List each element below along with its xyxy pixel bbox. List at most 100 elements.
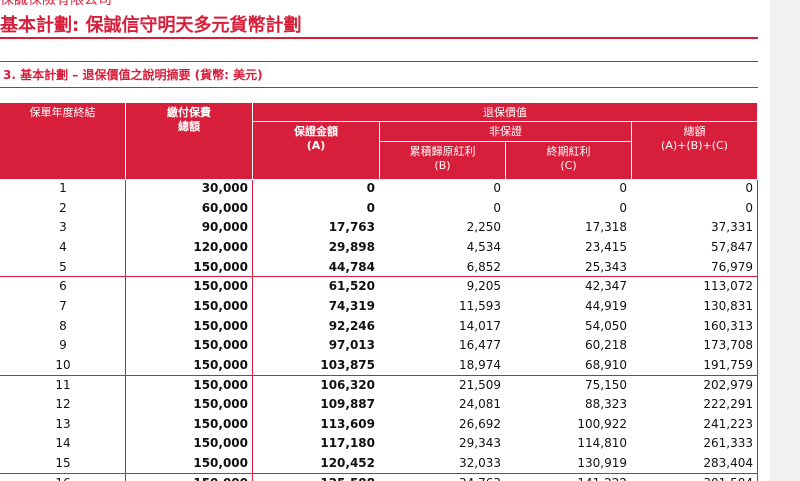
value-cell: 150,000 xyxy=(193,397,248,412)
value-cell: 44,919 xyxy=(585,298,627,313)
value-cell: 106,320 xyxy=(320,377,375,392)
year-cell: 3 xyxy=(59,220,67,235)
header-non-guaranteed: 非保證 xyxy=(380,122,632,142)
year-cell: 11 xyxy=(55,377,71,392)
value-cell: 97,013 xyxy=(328,338,375,353)
header-guaranteed-line: 保證金額 xyxy=(294,125,338,138)
value-cell: 103,875 xyxy=(320,357,375,372)
value-cell: 37,331 xyxy=(711,220,753,235)
group-rule xyxy=(0,276,758,278)
header-reversionary-line: (B) xyxy=(434,159,451,172)
section-rule xyxy=(0,61,758,62)
header-premium-line: 繳付保費 xyxy=(167,106,211,119)
year-cell: 14 xyxy=(55,436,71,451)
value-cell: 150,000 xyxy=(193,436,248,451)
value-cell: 32,033 xyxy=(459,456,501,471)
value-cell: 11,593 xyxy=(459,298,501,313)
value-cell: 74,319 xyxy=(328,298,375,313)
value-cell: 68,910 xyxy=(585,357,627,372)
section-rule xyxy=(0,87,758,88)
value-cell: 117,180 xyxy=(320,436,375,451)
value-cell: 0 xyxy=(366,200,375,215)
value-cell: 100,922 xyxy=(577,416,627,431)
value-cell: 120,452 xyxy=(320,456,375,471)
value-cell: 160,313 xyxy=(703,318,753,333)
value-cell: 150,000 xyxy=(193,279,248,294)
year-cell: 15 xyxy=(55,456,71,471)
year-cell: 2 xyxy=(59,200,67,215)
value-cell: 0 xyxy=(493,181,501,195)
value-cell: 130,919 xyxy=(577,456,627,471)
value-cell: 34,763 xyxy=(380,474,501,481)
value-cell: 0 xyxy=(619,181,627,195)
value-cell: 0 xyxy=(493,200,501,215)
header-terminal-line: 終期紅利 xyxy=(546,145,591,158)
group-rule xyxy=(0,374,758,376)
header-surrender-line: 退保價值 xyxy=(483,106,527,119)
scrollbar[interactable] xyxy=(770,0,800,481)
value-cell: 54,050 xyxy=(585,318,627,333)
value-cell: 18,974 xyxy=(459,357,501,372)
year-cell: 4 xyxy=(59,239,67,254)
value-cell: 130,831 xyxy=(703,298,753,313)
value-cell: 14,017 xyxy=(459,318,501,333)
value-cell: 88,323 xyxy=(585,397,627,412)
header-total-line: (A)+(B)+(C) xyxy=(661,139,728,152)
value-cell: 61,520 xyxy=(328,279,375,294)
value-cell: 75,150 xyxy=(585,377,627,392)
value-cell: 113,609 xyxy=(320,416,375,431)
header-premium-line: 總額 xyxy=(178,120,200,133)
header-reversionary: 累積歸原紅利 (B) xyxy=(380,142,506,180)
header-non-guaranteed-line: 非保證 xyxy=(489,125,522,138)
value-cell: 0 xyxy=(366,181,375,195)
value-cell: 29,343 xyxy=(459,436,501,451)
header-reversionary-line: 累積歸原紅利 xyxy=(409,145,476,158)
value-cell: 92,246 xyxy=(328,318,375,333)
value-cell: 150,000 xyxy=(193,357,248,372)
group-rule xyxy=(0,472,758,474)
value-cell: 16,477 xyxy=(459,338,501,353)
value-cell: 76,979 xyxy=(711,259,753,274)
header-terminal: 終期紅利 (C) xyxy=(506,142,632,180)
value-cell: 44,784 xyxy=(328,259,375,274)
value-cell: 222,291 xyxy=(703,397,753,412)
value-cell: 2,250 xyxy=(466,220,501,235)
value-cell: 261,333 xyxy=(703,436,753,451)
value-cell: 4,534 xyxy=(466,239,501,254)
column-rule xyxy=(252,180,253,481)
value-cell: 29,898 xyxy=(328,239,375,254)
value-cell: 9,205 xyxy=(466,279,501,294)
year-cell: 1 xyxy=(59,181,67,195)
value-cell: 90,000 xyxy=(201,220,248,235)
value-cell: 150,000 xyxy=(193,416,248,431)
header-terminal-line: (C) xyxy=(560,159,577,172)
value-cell: 42,347 xyxy=(585,279,627,294)
value-cell: 150,000 xyxy=(193,298,248,313)
year-cell: 5 xyxy=(59,259,67,274)
value-cell: 114,810 xyxy=(577,436,627,451)
header-guaranteed: 保證金額 (A) xyxy=(253,122,380,180)
header-year: 保單年度終結 xyxy=(0,103,126,180)
title-rule xyxy=(0,37,758,39)
header-total-line: 總額 xyxy=(683,125,706,138)
value-cell: 24,081 xyxy=(459,397,501,412)
value-cell: 0 xyxy=(745,181,753,195)
year-cell: 13 xyxy=(55,416,71,431)
value-cell: 202,979 xyxy=(703,377,753,392)
year-cell: 12 xyxy=(55,397,71,412)
value-cell: 125,588 xyxy=(253,474,375,481)
value-cell: 150,000 xyxy=(193,377,248,392)
value-cell: 283,404 xyxy=(703,456,753,471)
value-cell: 150,000 xyxy=(193,456,248,471)
value-cell: 301,584 xyxy=(632,474,753,481)
value-cell: 109,887 xyxy=(320,397,375,412)
value-cell: 26,692 xyxy=(459,416,501,431)
value-cell: 241,223 xyxy=(703,416,753,431)
year-cell: 8 xyxy=(59,318,67,333)
header-surrender: 退保價值 xyxy=(253,103,758,122)
value-cell: 6,852 xyxy=(466,259,501,274)
value-cell: 141,222 xyxy=(506,474,627,481)
value-cell: 191,759 xyxy=(703,357,753,372)
year-cell: 9 xyxy=(59,338,67,353)
value-cell: 60,218 xyxy=(585,338,627,353)
